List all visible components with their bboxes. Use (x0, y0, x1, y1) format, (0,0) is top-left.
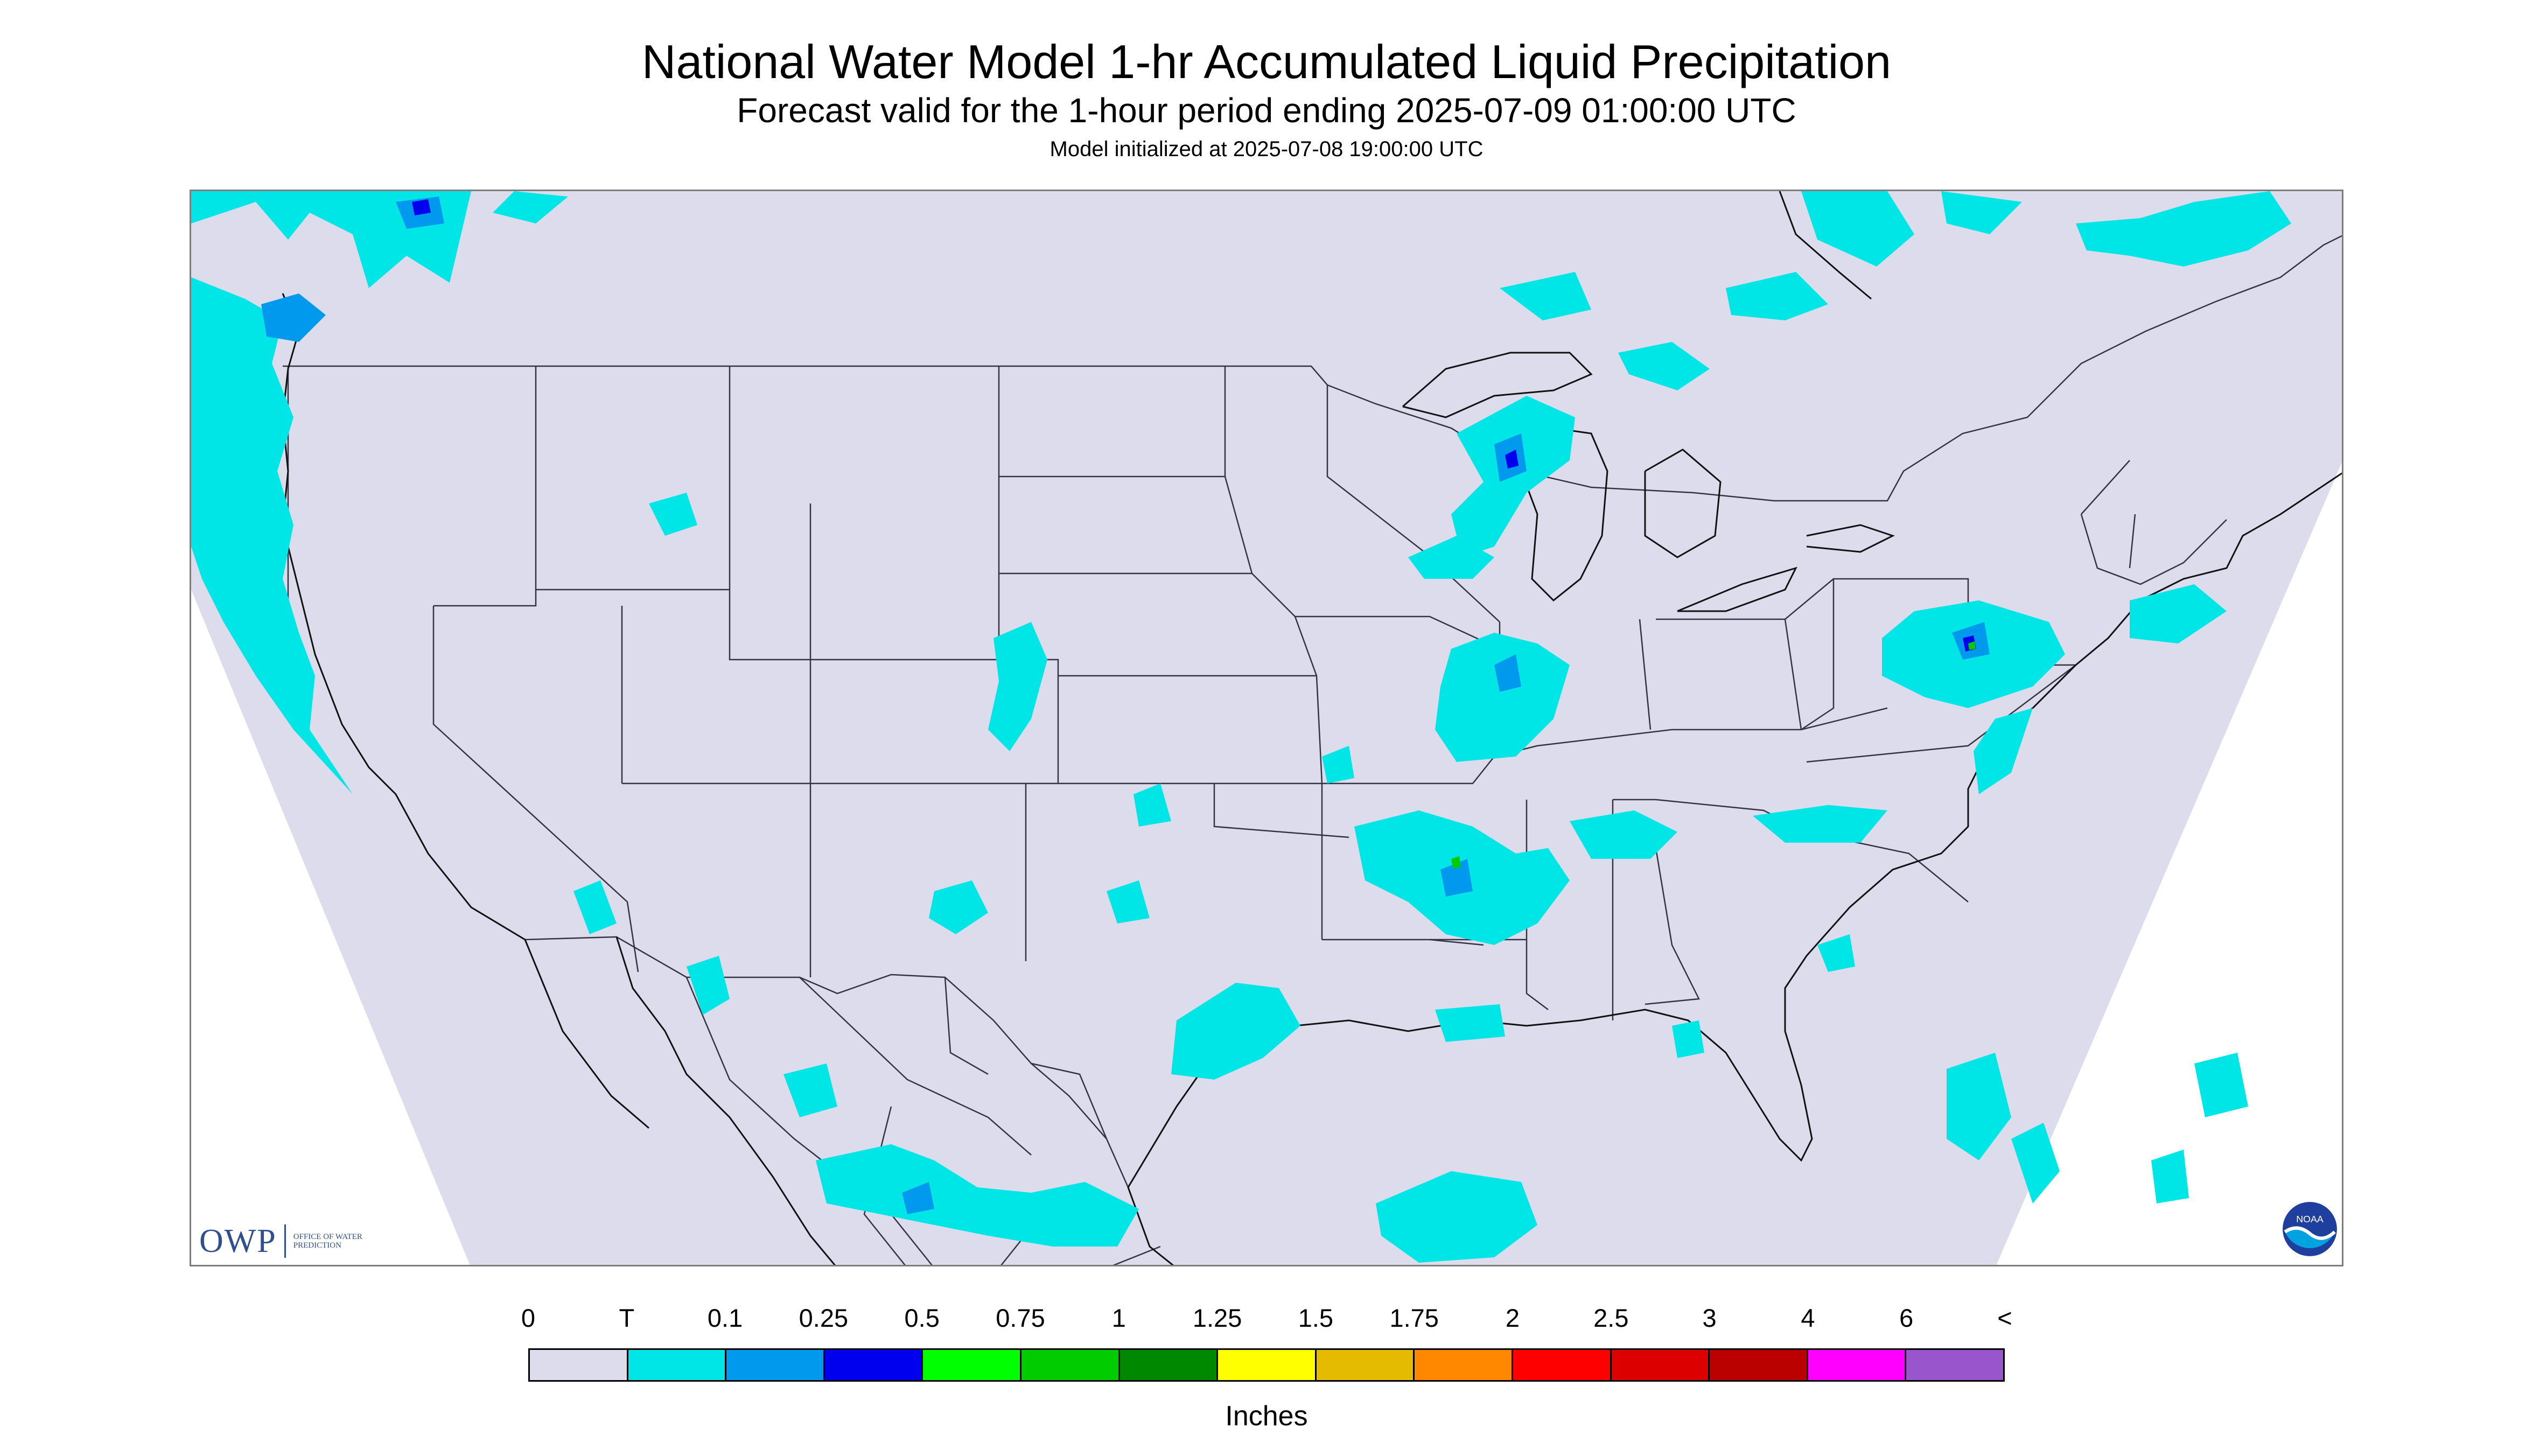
legend-swatch (923, 1350, 1021, 1380)
legend-tick-label: 0.25 (799, 1304, 849, 1332)
owp-logo-subtitle: OFFICE OF WATER PREDICTION (293, 1233, 362, 1250)
map-title: National Water Model 1-hr Accumulated Li… (641, 35, 1892, 88)
legend-tick-label: 1 (1111, 1304, 1126, 1332)
great-lakes-superior (1402, 352, 1593, 418)
great-lakes-erie (1677, 566, 1797, 612)
baja-coast (524, 939, 649, 1129)
legend-tick-label: 0.75 (996, 1304, 1045, 1332)
legend-tick-label: T (619, 1304, 635, 1332)
legend-swatch (1906, 1350, 2003, 1380)
great-lakes-ontario (1806, 524, 1895, 553)
legend-tick-label: 1.75 (1389, 1304, 1439, 1332)
yucatan-coast (1127, 1187, 1174, 1265)
us-mexico-border (524, 936, 1129, 1188)
gulf-of-california-coast (615, 936, 836, 1265)
legend-tick-label: 2 (1505, 1304, 1520, 1332)
precipitation-map (190, 190, 2343, 1266)
precip-heavy (1451, 641, 1976, 869)
noaa-logo: NOAA (2283, 1202, 2337, 1256)
legend-swatch (530, 1350, 628, 1380)
owp-logo: OWP OFFICE OF WATER PREDICTION (199, 1222, 369, 1260)
pacific-coast (282, 293, 526, 941)
legend-color-bar (528, 1348, 2005, 1382)
valid-time-subtitle: Forecast valid for the 1-hour period end… (737, 91, 1796, 130)
legend-swatch (628, 1350, 727, 1380)
legend-swatch (1218, 1350, 1317, 1380)
legend-tick-label: 0 (521, 1304, 536, 1332)
us-canada-border (283, 235, 2342, 502)
legend-units-label: Inches (1225, 1401, 1308, 1432)
legend-tick-label: 6 (1899, 1304, 1914, 1332)
legend-tick-label: 1.25 (1192, 1304, 1242, 1332)
legend-swatch (824, 1350, 923, 1380)
legend-tick-label: 0.5 (904, 1304, 940, 1332)
legend-swatch (1611, 1350, 1710, 1380)
legend-swatch (726, 1350, 825, 1380)
legend-tick-label: 4 (1801, 1304, 1815, 1332)
legend-tick-label: 2.5 (1593, 1304, 1629, 1332)
color-legend: 0 T 0.1 0.25 0.5 0.75 1 1.25 1.5 1.75 2 2.5 3 4 6 < Inc… (521, 1303, 2012, 1438)
legend-swatch (1119, 1350, 1219, 1380)
political-boundaries (283, 235, 2342, 1265)
hudson-bay-coast (1779, 191, 1872, 300)
legend-swatch (1021, 1350, 1120, 1380)
legend-swatch (1316, 1350, 1415, 1380)
owp-logo-divider (284, 1224, 286, 1258)
legend-tick-label: < (1997, 1304, 2012, 1332)
legend-swatch (1808, 1350, 1907, 1380)
legend-tick-label: 0.1 (707, 1304, 743, 1332)
great-lakes-huron (1644, 449, 1722, 558)
legend-swatch (1710, 1350, 1808, 1380)
legend-swatch (1415, 1350, 1513, 1380)
legend-swatch (1513, 1350, 1612, 1380)
owp-logo-mark: OWP (199, 1222, 277, 1259)
legend-tick-label: 3 (1702, 1304, 1717, 1332)
noaa-logo-text: NOAA (2296, 1214, 2324, 1224)
model-init-line: Model initialized at 2025-07-08 19:00:00… (1049, 137, 1484, 161)
legend-tick-label: 1.5 (1298, 1304, 1334, 1332)
legend-tick-labels: 0 T 0.1 0.25 0.5 0.75 1 1.25 1.5 1.75 2 2.5 3 4 6 < (521, 1303, 2012, 1335)
